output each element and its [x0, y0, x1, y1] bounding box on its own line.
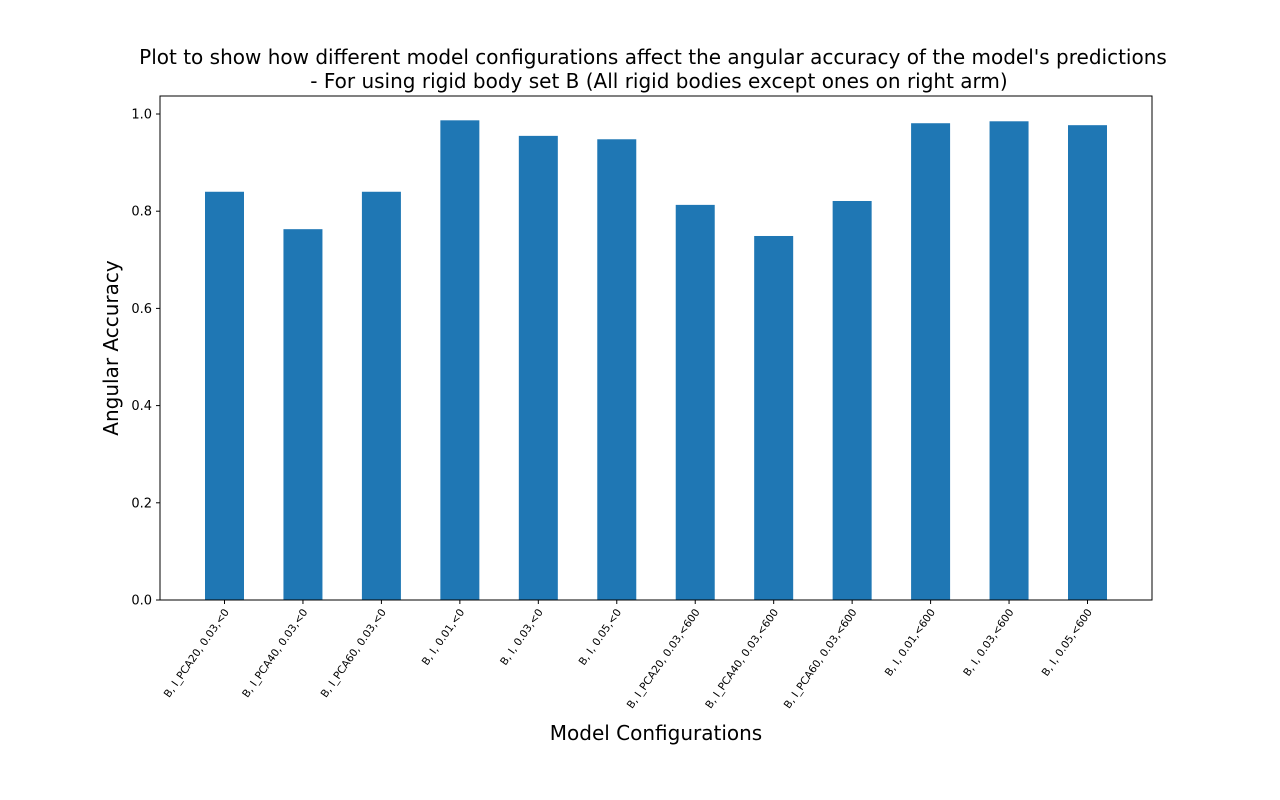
x-axis-ticks: B, I_PCA20, 0.03,<0 B, I_PCA40, 0.03,<0 B,…	[162, 600, 1095, 711]
x-tick-label: B, I_PCA60, 0.03,<600	[782, 607, 860, 711]
x-tick-label: B, I_PCA20, 0.03,<0	[162, 607, 232, 700]
bar	[754, 235, 794, 601]
x-tick-label: B, I, 0.05,<600	[1040, 607, 1095, 679]
bar	[283, 229, 323, 600]
x-tick-label: B, I, 0.05,<0	[577, 607, 625, 668]
chart-subtitle: - For using rigid body set B (All rigid …	[310, 69, 1007, 93]
y-tick-label: 0.8	[131, 205, 152, 220]
y-tick-label: 0.4	[131, 399, 152, 414]
x-tick-label: B, I_PCA40, 0.03,<0	[240, 607, 310, 700]
bar	[597, 139, 637, 600]
bar	[832, 200, 872, 601]
plot-frame	[159, 95, 1153, 601]
x-tick-label: B, I, 0.01,<0	[420, 607, 468, 668]
x-tick-label: B, I_PCA40, 0.03,<600	[703, 607, 781, 711]
chart-title: Plot to show how different model configu…	[139, 45, 1167, 69]
bar	[989, 121, 1029, 600]
bar	[518, 135, 558, 600]
bar	[440, 120, 480, 600]
x-tick-label: B, I, 0.03,<0	[498, 607, 546, 668]
x-tick-label: B, I, 0.03,<600	[961, 607, 1016, 679]
x-tick-label: B, I_PCA60, 0.03,<0	[319, 607, 389, 700]
x-axis-label: Model Configurations	[550, 721, 762, 745]
bars-group	[205, 120, 1107, 601]
y-axis-label: Angular Accuracy	[99, 260, 123, 436]
y-tick-label: 0.0	[131, 594, 152, 609]
y-axis-ticks: 0.0 0.2 0.4 0.6 0.8 1.0	[131, 108, 160, 609]
y-tick-label: 1.0	[131, 108, 152, 123]
bar	[1068, 125, 1107, 601]
bar	[675, 204, 715, 600]
y-tick-label: 0.6	[131, 302, 152, 317]
bar	[911, 123, 951, 600]
y-tick-label: 0.2	[131, 496, 152, 511]
bar	[205, 191, 244, 600]
x-tick-label: B, I, 0.01,<600	[883, 607, 938, 679]
x-tick-label: B, I_PCA20, 0.03,<600	[625, 607, 703, 711]
bar	[361, 191, 401, 600]
